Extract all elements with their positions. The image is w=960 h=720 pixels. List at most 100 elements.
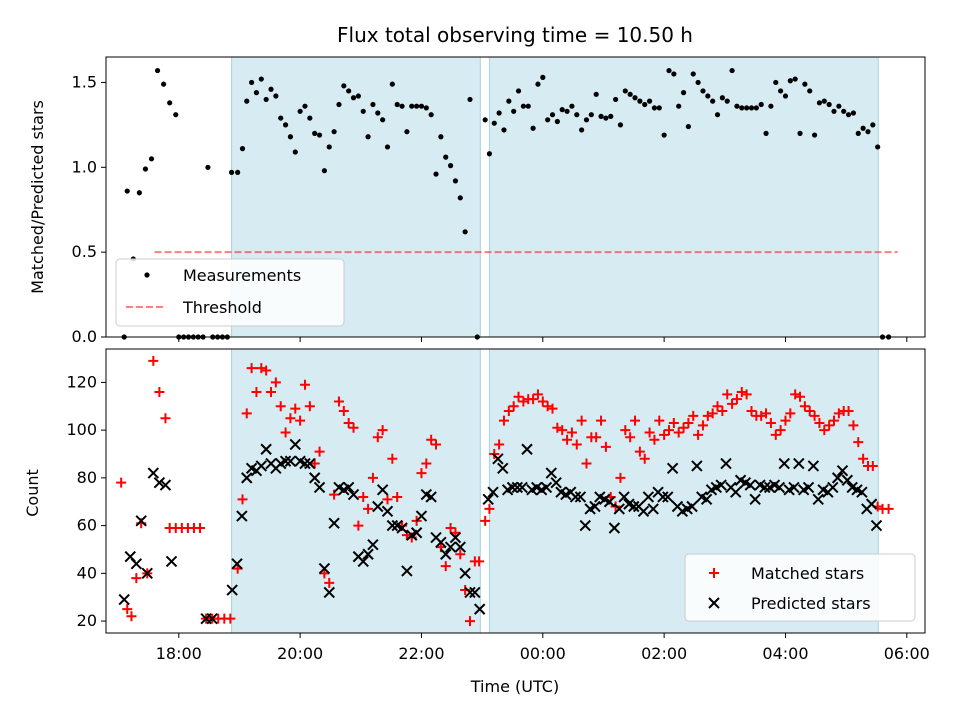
measurement-point <box>312 130 318 136</box>
measurement-point <box>142 166 149 172</box>
bottom-y-tick-label: 100 <box>66 420 97 439</box>
predicted-star-point <box>347 488 360 501</box>
top-legend: Measurements Threshold <box>115 258 345 327</box>
measurement-point <box>598 113 604 119</box>
measurement-point <box>511 108 517 114</box>
predicted-star-point <box>357 555 369 568</box>
matched-star-point <box>261 365 272 376</box>
matched-star-point <box>571 439 582 450</box>
predicted-star-point <box>318 562 331 575</box>
matched-star-point <box>858 453 869 464</box>
matched-star-point <box>290 403 301 414</box>
bottom-x-tick-label: 06:00 <box>884 644 930 663</box>
predicted-star-point <box>231 558 243 570</box>
measurement-point <box>249 79 255 86</box>
measurement-point <box>816 100 823 106</box>
matched-star-point <box>697 420 708 431</box>
matched-star-point <box>295 415 306 426</box>
measurement-point <box>336 101 342 108</box>
matched-star-point <box>358 491 369 502</box>
measurement-point <box>690 71 696 77</box>
measurement-point <box>148 156 155 162</box>
predicted-star-point <box>255 460 268 472</box>
matched-star-point <box>688 410 699 421</box>
measurement-point <box>807 88 813 94</box>
legend-matched-marker <box>709 568 719 578</box>
measurement-point <box>235 169 241 175</box>
predicted-star-point <box>841 474 854 486</box>
matched-star-point <box>343 417 354 428</box>
matched-star-point <box>824 420 835 431</box>
matched-star-point <box>576 415 587 426</box>
measurement-point <box>268 86 274 92</box>
measurement-point <box>778 88 784 94</box>
measurement-point <box>253 90 260 96</box>
matched-star-point <box>770 429 781 440</box>
measurement-point <box>491 120 497 126</box>
legend-matched-label: Matched stars <box>751 564 864 583</box>
legend-measurements-label: Measurements <box>183 266 301 285</box>
matched-star-point <box>654 415 665 426</box>
measurement-point <box>452 178 459 184</box>
measurement-point <box>729 67 735 74</box>
measurement-point <box>350 95 357 101</box>
measurement-point <box>292 149 298 155</box>
measurement-point <box>549 112 556 118</box>
matched-star-point <box>246 363 257 374</box>
measurement-point <box>671 71 677 77</box>
measurement-point <box>124 188 130 194</box>
matched-star-point <box>387 453 398 464</box>
predicted-star-point <box>550 476 562 489</box>
matched-star-point <box>116 477 127 488</box>
bottom-y-axis-label: Count <box>23 469 42 517</box>
measurement-point <box>341 83 347 89</box>
measurement-point <box>559 107 565 113</box>
top-legend-box <box>115 258 345 327</box>
predicted-star-point <box>773 481 786 494</box>
matched-star-point <box>722 389 733 400</box>
measurement-point <box>496 110 502 116</box>
matched-star-point <box>363 503 374 514</box>
predicted-star-point <box>865 498 878 510</box>
matched-star-point <box>367 472 378 483</box>
measurement-point <box>331 129 337 135</box>
predicted-star-point <box>603 496 616 508</box>
matched-star-point <box>455 549 466 560</box>
matched-star-point <box>440 561 451 572</box>
predicted-star-point <box>540 481 553 494</box>
measurement-point <box>501 127 507 133</box>
matched-star-point <box>465 616 475 627</box>
predicted-star-point <box>574 491 587 503</box>
predicted-star-point <box>130 558 143 570</box>
bottom-y-tick-label: 60 <box>77 516 97 535</box>
bottom-y-tick-label: 40 <box>77 563 97 582</box>
matched-star-point <box>819 425 830 436</box>
bottom-legend-box <box>684 553 916 622</box>
matched-star-point <box>731 394 742 405</box>
matched-star-point <box>625 432 636 443</box>
matched-star-point <box>562 434 573 445</box>
measurement-point <box>613 96 619 103</box>
matched-star-point <box>848 420 859 431</box>
legend-measurements-marker <box>144 272 150 278</box>
matched-star-point <box>566 427 577 438</box>
bottom-y-tick-label: 80 <box>77 468 97 487</box>
predicted-star-point <box>569 491 582 503</box>
predicted-star-point <box>401 565 413 577</box>
predicted-star-point <box>226 584 238 596</box>
matched-star-point <box>333 396 344 407</box>
measurement-point <box>370 101 376 108</box>
matched-star-point <box>480 515 491 526</box>
measurement-point <box>520 103 526 109</box>
matched-star-point <box>557 425 568 436</box>
predicted-star-point <box>778 457 790 470</box>
measurement-point <box>695 79 701 86</box>
measurement-point <box>462 229 468 235</box>
predicted-star-point <box>459 567 471 580</box>
matched-star-point <box>596 415 607 426</box>
matched-star-point <box>392 491 403 502</box>
measurement-point <box>739 105 745 111</box>
predicted-star-point <box>637 505 650 517</box>
matched-star-point <box>338 406 349 417</box>
matched-star-point <box>314 446 325 457</box>
